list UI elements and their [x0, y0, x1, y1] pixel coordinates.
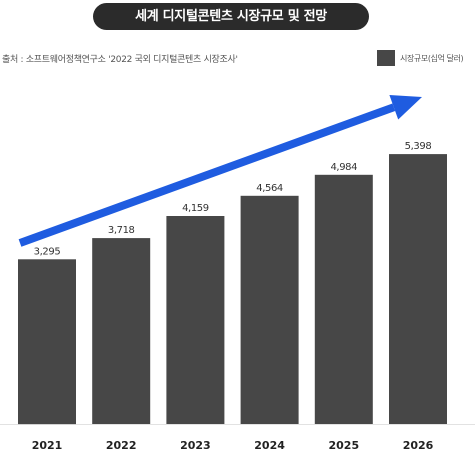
category-labels-group: 2021 2022 2023 2024 2025 2026: [32, 439, 434, 452]
legend-swatch: [377, 50, 395, 66]
category-label-2025: 2025: [328, 439, 359, 452]
bar-2022: [92, 238, 151, 424]
bar-2024: [240, 195, 299, 424]
bars-group: [18, 154, 447, 425]
bar-2021: [18, 259, 76, 425]
value-label-2023: 4,159: [182, 203, 209, 214]
bar-2023: [166, 216, 225, 424]
legend: 시장규모(십억 달러): [377, 50, 464, 66]
trend-arrow: [18, 95, 422, 247]
bar-2026: [389, 154, 447, 424]
source-note: 출처 : 소프트웨어정책연구소 '2022 국외 디지털콘텐츠 시장조사': [2, 55, 238, 65]
category-label-2023: 2023: [180, 439, 211, 452]
value-label-2026: 5,398: [405, 141, 432, 152]
value-label-2022: 3,718: [108, 225, 135, 236]
trend-arrow-shaft: [18, 103, 396, 247]
value-label-2025: 4,984: [330, 162, 357, 173]
bar-2025: [314, 174, 373, 424]
value-labels-group: 3,295 3,718 4,159 4,564 4,984 5,398: [34, 141, 432, 257]
category-label-2024: 2024: [254, 439, 285, 452]
trend-arrow-head: [389, 95, 422, 120]
category-label-2021: 2021: [32, 439, 63, 452]
chart-title: 세계 디지털콘텐츠 시장규모 및 전망: [93, 3, 369, 30]
category-label-2022: 2022: [106, 439, 137, 452]
value-label-2024: 4,564: [256, 183, 283, 194]
legend-label: 시장규모(십억 달러): [400, 53, 464, 63]
value-label-2021: 3,295: [34, 246, 61, 257]
category-label-2026: 2026: [403, 439, 434, 452]
